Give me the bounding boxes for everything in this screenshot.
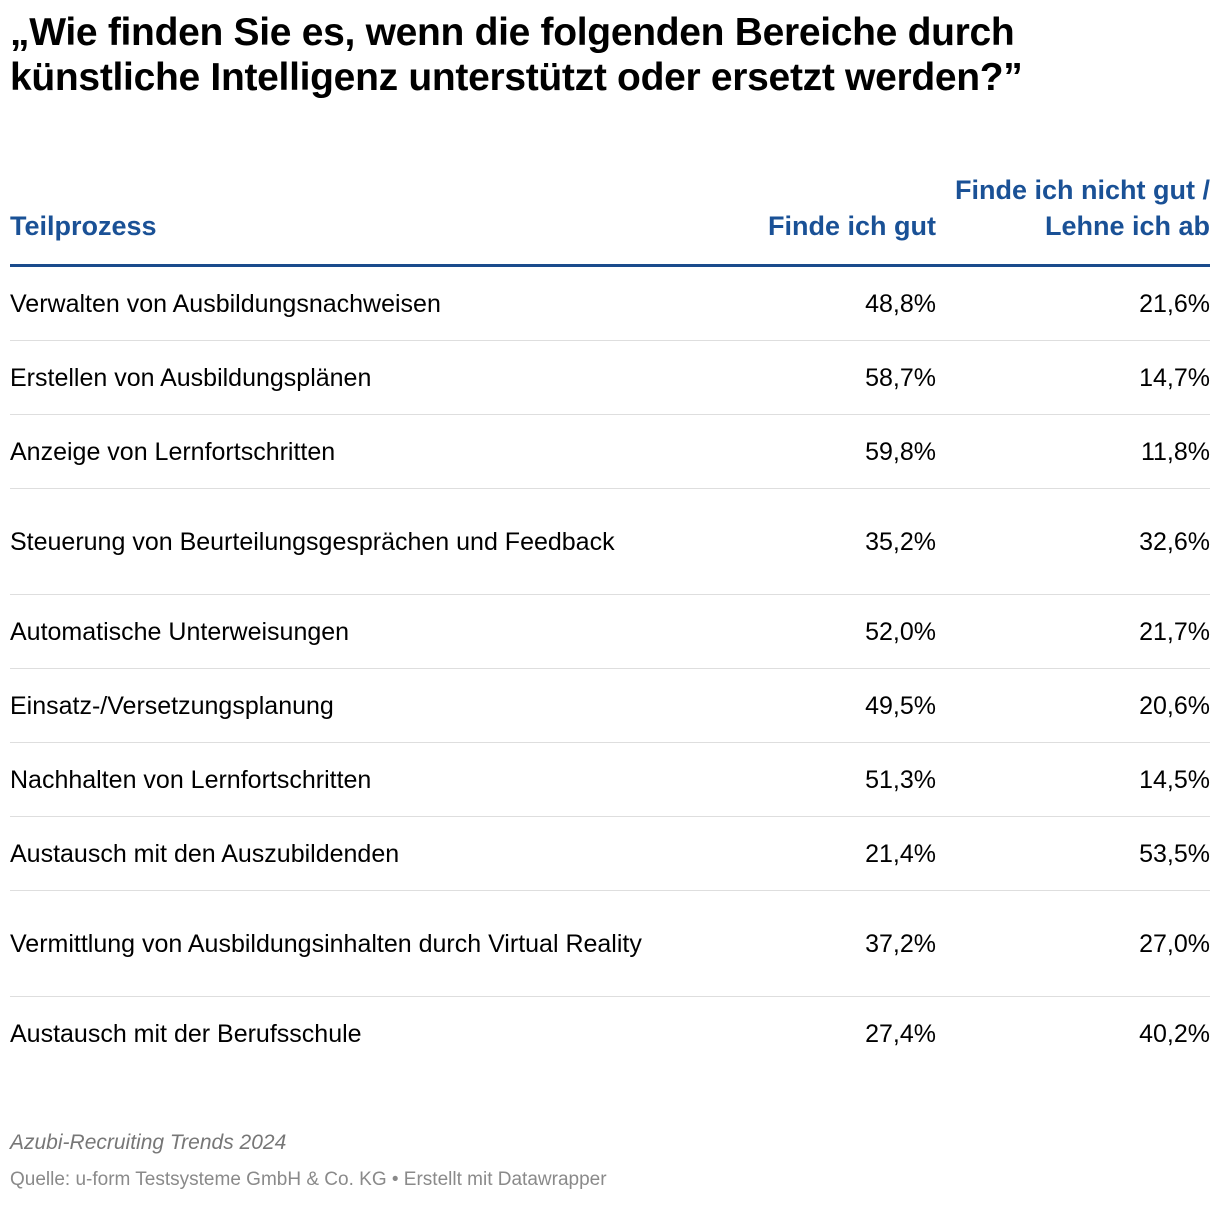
table-row: Austausch mit der Berufsschule 27,4% 40,… <box>10 997 1210 1071</box>
source-line: Quelle: u-form Testsysteme GmbH & Co. KG… <box>10 1169 607 1190</box>
header-bad[interactable]: Finde ich nicht gut / Lehne ich ab <box>955 175 1210 241</box>
cell-bad: 11,8% <box>1140 437 1210 466</box>
cell-bad: 21,6% <box>1139 289 1210 318</box>
cell-process: Austausch mit den Auszubildenden <box>10 839 400 868</box>
table-row: Vermittlung von Ausbildungsinhalten durc… <box>10 891 1210 997</box>
table-header: Teilprozess Finde ich gut Finde ich nich… <box>10 157 1210 267</box>
cell-process: Vermittlung von Ausbildungsinhalten durc… <box>10 929 642 958</box>
table-row: Steuerung von Beurteilungsgesprächen und… <box>10 489 1210 595</box>
cell-process: Steuerung von Beurteilungsgesprächen und… <box>10 527 615 556</box>
table-row: Erstellen von Ausbildungsplänen 58,7% 14… <box>10 341 1210 415</box>
cell-good: 49,5% <box>865 691 936 720</box>
table-row: Verwalten von Ausbildungsnachweisen 48,8… <box>10 267 1210 341</box>
cell-bad: 53,5% <box>1139 839 1210 868</box>
chart-container: „Wie finden Sie es, wenn die folgenden B… <box>10 10 1210 1193</box>
chart-title: „Wie finden Sie es, wenn die folgenden B… <box>10 11 1023 99</box>
cell-process: Nachhalten von Lernfortschritten <box>10 765 372 794</box>
cell-process: Automatische Unterweisungen <box>10 617 350 646</box>
table-row: Austausch mit den Auszubildenden 21,4% 5… <box>10 817 1210 891</box>
cell-bad: 20,6% <box>1139 691 1210 720</box>
cell-process: Einsatz-/Versetzungsplanung <box>10 691 334 720</box>
cell-bad: 21,7% <box>1139 617 1210 646</box>
cell-process: Austausch mit der Berufsschule <box>10 1020 362 1048</box>
cell-good: 59,8% <box>865 437 936 466</box>
cell-process: Erstellen von Ausbildungsplänen <box>10 363 372 392</box>
cell-process: Anzeige von Lernfortschritten <box>10 437 336 466</box>
cell-good: 37,2% <box>865 929 936 958</box>
cell-bad: 32,6% <box>1139 527 1210 556</box>
header-process[interactable]: Teilprozess <box>10 211 157 241</box>
table-row: Einsatz-/Versetzungsplanung 49,5% 20,6% <box>10 669 1210 743</box>
header-good[interactable]: Finde ich gut <box>768 211 936 241</box>
cell-process: Verwalten von Ausbildungsnachweisen <box>10 289 441 318</box>
cell-good: 21,4% <box>865 839 936 868</box>
cell-good: 58,7% <box>865 363 936 392</box>
cell-good: 27,4% <box>865 1020 936 1048</box>
cell-bad: 14,5% <box>1139 765 1210 794</box>
cell-good: 52,0% <box>865 617 936 646</box>
chart-note: Azubi-Recruiting Trends 2024 <box>10 1131 287 1154</box>
cell-good: 35,2% <box>865 527 936 556</box>
cell-good: 51,3% <box>865 765 936 794</box>
cell-bad: 14,7% <box>1139 363 1210 392</box>
table-row: Automatische Unterweisungen 52,0% 21,7% <box>10 595 1210 669</box>
data-table: Teilprozess Finde ich gut Finde ich nich… <box>10 157 1210 1071</box>
cell-good: 48,8% <box>865 289 936 318</box>
cell-bad: 40,2% <box>1139 1020 1210 1048</box>
chart-footer: Azubi-Recruiting Trends 2024 Quelle: u-f… <box>10 1129 1210 1193</box>
table-row: Anzeige von Lernfortschritten 59,8% 11,8… <box>10 415 1210 489</box>
table-row: Nachhalten von Lernfortschritten 51,3% 1… <box>10 743 1210 817</box>
cell-bad: 27,0% <box>1139 929 1210 958</box>
